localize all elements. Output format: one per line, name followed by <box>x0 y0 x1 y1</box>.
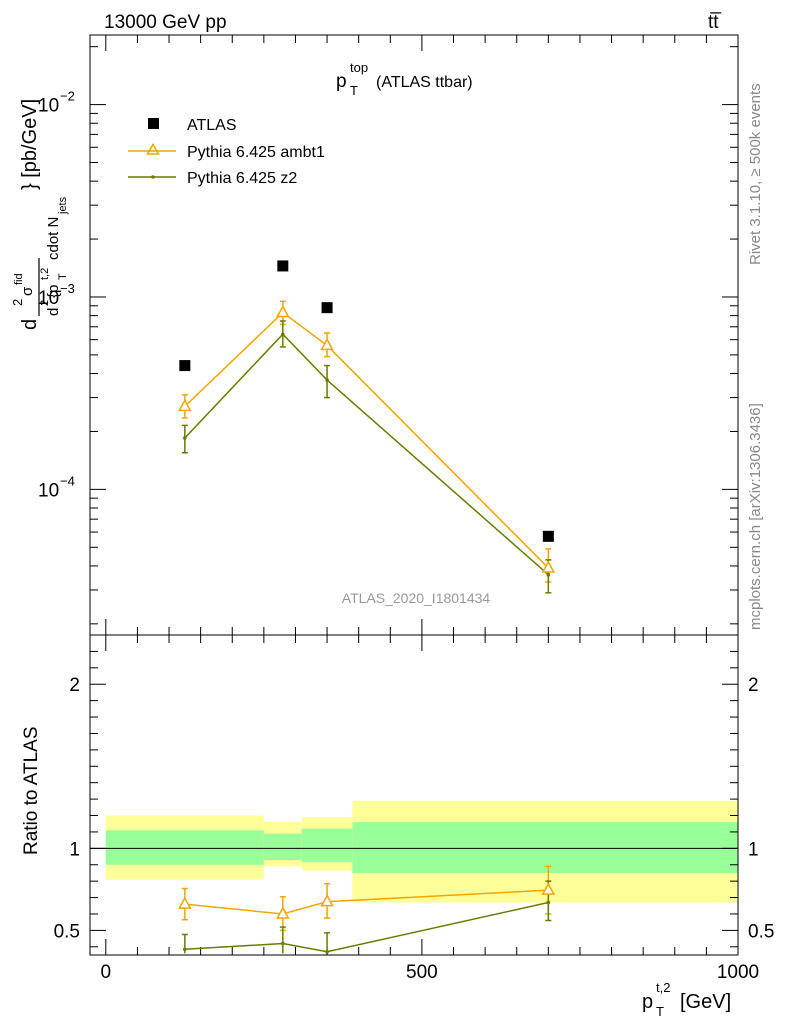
analysis-watermark: ATLAS_2020_I1801434 <box>342 590 491 606</box>
y-tick-label-exp: −4 <box>60 473 75 488</box>
svg-text:t,2: t,2 <box>39 268 51 280</box>
y-tick-label-exp: −2 <box>60 89 75 104</box>
svg-text:T: T <box>656 1004 664 1019</box>
band-inner <box>352 822 738 873</box>
atlas-point <box>179 360 191 372</box>
ambt1-point <box>320 337 334 351</box>
ratio-y-tick-label: 2 <box>69 675 80 696</box>
svg-text:} [pb/GeV]: } [pb/GeV] <box>19 99 41 190</box>
upper-data <box>178 260 556 594</box>
z2-line <box>184 333 549 576</box>
svg-text:p: p <box>336 71 347 92</box>
svg-text:2: 2 <box>39 300 51 306</box>
svg-text:jets: jets <box>57 196 69 215</box>
ratio-z2-point <box>546 900 551 905</box>
ratio-y-tick-label: 1 <box>748 839 759 860</box>
legend: ATLAS Pythia 6.425 ambt1 Pythia 6.425 z2 <box>128 117 325 187</box>
x-tick-label: 1000 <box>717 962 759 983</box>
ratio-z2-point <box>281 941 285 946</box>
ambt1-point <box>276 304 290 318</box>
svg-text:{p: {p <box>45 285 62 298</box>
lower-axes: 0.5 0.5 1 1 2 2 0 500 1000 <box>54 634 774 983</box>
legend-marker-ambt1 <box>146 143 160 155</box>
ratio-z2-point <box>325 949 329 954</box>
svg-text:p: p <box>642 991 653 1013</box>
svg-text:cdot N: cdot N <box>45 217 62 260</box>
legend-label-ambt1: Pythia 6.425 ambt1 <box>187 144 325 161</box>
atlas-point <box>321 302 333 314</box>
z2-point <box>546 572 551 577</box>
atlas-point <box>542 530 554 542</box>
ratio-ambt1-point <box>320 894 334 907</box>
ratio-z2-point <box>183 947 187 952</box>
svg-text:d: d <box>19 319 41 330</box>
rivet-label: Rivet 3.1.10, ≥ 500k events <box>747 83 764 265</box>
x-tick-label: 0 <box>101 962 112 983</box>
band-inner <box>301 828 353 863</box>
svg-text:T: T <box>57 273 69 280</box>
svg-text:[GeV]: [GeV] <box>680 991 731 1013</box>
svg-text:(ATLAS ttbar): (ATLAS ttbar) <box>376 74 473 91</box>
lower-y-axis-label: Ratio to ATLAS <box>21 727 42 856</box>
svg-text:σ: σ <box>19 286 36 296</box>
svg-text:2: 2 <box>10 299 25 306</box>
legend-label-z2: Pythia 6.425 z2 <box>187 170 297 187</box>
ratio-y-tick-label: 0.5 <box>748 921 774 942</box>
x-tick-label: 500 <box>406 962 438 983</box>
band-inner <box>263 833 302 860</box>
legend-label-atlas: ATLAS <box>187 117 237 134</box>
y-tick-label: 10 <box>38 96 59 117</box>
ratio-uncertainty-bands <box>105 800 738 903</box>
ambt1-line <box>184 311 549 569</box>
svg-text:fid: fid <box>13 273 25 285</box>
ambt1-point <box>178 398 192 412</box>
mcplots-label: mcplots.cern.ch [arXiv:1306.3436] <box>747 403 764 630</box>
ratio-ambt1-point <box>541 882 556 895</box>
ratio-ambt1-point <box>276 906 290 919</box>
z2-point <box>281 332 285 337</box>
ratio-ambt1-point <box>178 896 192 909</box>
svg-text:top: top <box>350 60 368 75</box>
plot-title: p top T (ATLAS ttbar) <box>336 60 473 98</box>
band-inner <box>105 830 264 865</box>
upper-y-axis-label: d 2 σ fid d 2 {p t,2 T cdot N jets } [pb… <box>10 99 69 330</box>
svg-text:t,2: t,2 <box>656 980 670 995</box>
upper-axes: 10−410−310−2 <box>38 34 739 636</box>
y-tick-label-exp: −3 <box>60 281 75 296</box>
legend-marker-atlas <box>148 118 159 129</box>
atlas-point <box>277 260 289 272</box>
ambt1-point <box>541 560 556 573</box>
svg-text:d: d <box>45 308 62 316</box>
y-tick-label: 10 <box>38 480 59 501</box>
z2-point <box>183 436 187 440</box>
z2-point <box>325 378 329 382</box>
ratio-y-tick-label: 2 <box>748 675 759 696</box>
ratio-y-tick-label: 0.5 <box>54 921 80 942</box>
x-axis-label: p t,2 T [GeV] <box>642 980 731 1019</box>
header-left: 13000 GeV pp <box>104 12 227 33</box>
header-right: tt̅ <box>708 12 722 33</box>
svg-text:T: T <box>350 83 358 98</box>
ratio-ambt1-line <box>184 889 549 915</box>
ratio-z2-line <box>184 901 549 953</box>
ratio-y-tick-label: 1 <box>69 839 80 860</box>
y-tick-label: 10 <box>38 288 59 309</box>
legend-marker-z2 <box>151 175 155 179</box>
lower-frame <box>89 634 739 956</box>
lower-data <box>178 865 556 954</box>
